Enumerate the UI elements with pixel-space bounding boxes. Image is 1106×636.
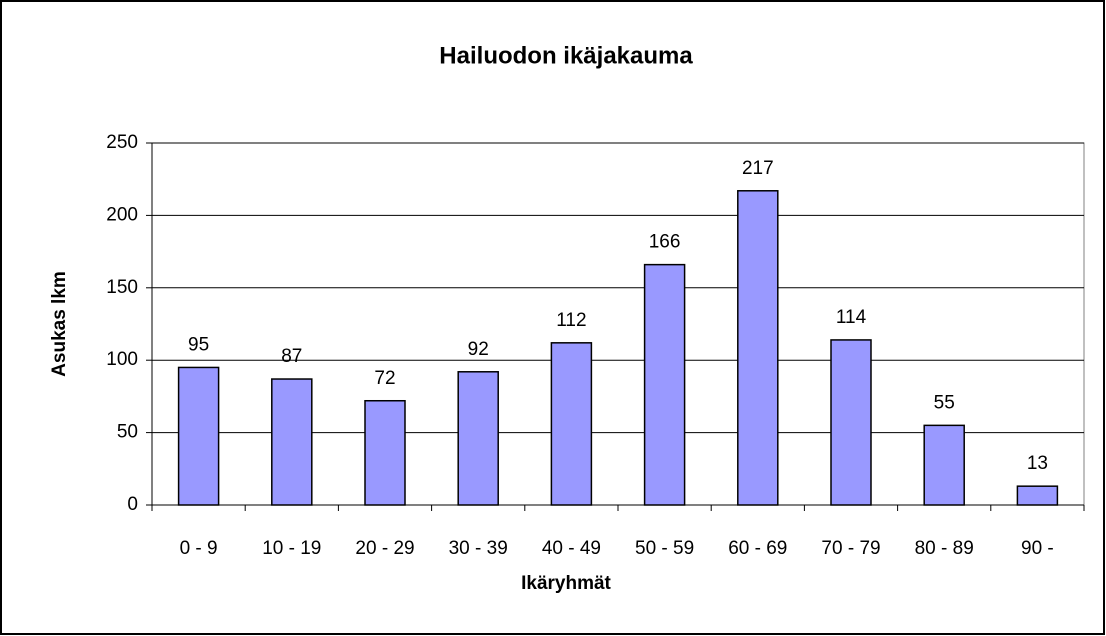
x-tick-label: 10 - 19 <box>262 538 321 559</box>
y-axis-title: Asukas lkm <box>49 271 70 377</box>
y-tick-label: 200 <box>106 204 138 225</box>
data-label: 166 <box>649 232 681 253</box>
data-label: 95 <box>188 334 209 355</box>
bar <box>550 342 593 506</box>
x-tick-label: 90 - <box>1021 538 1054 559</box>
bar <box>271 378 313 506</box>
data-label: 92 <box>468 339 489 360</box>
x-tick-label: 50 - 59 <box>635 538 694 559</box>
data-label: 217 <box>742 158 774 179</box>
bar <box>457 371 499 506</box>
bar <box>177 366 220 506</box>
y-tick-label: 0 <box>127 494 138 515</box>
x-tick-label: 60 - 69 <box>728 538 787 559</box>
data-label: 13 <box>1027 453 1048 474</box>
x-tick-label: 40 - 49 <box>542 538 601 559</box>
data-label: 114 <box>836 307 867 328</box>
chart-title: Hailuodon ikäjakauma <box>439 42 693 69</box>
data-label: 55 <box>934 392 955 413</box>
y-tick-label: 250 <box>106 132 138 153</box>
x-tick-label: 0 - 9 <box>180 538 218 559</box>
data-label: 72 <box>374 368 395 389</box>
x-tick-label: 70 - 79 <box>821 538 880 559</box>
bar <box>364 399 406 506</box>
y-tick-label: 100 <box>106 349 138 370</box>
bar <box>643 263 686 506</box>
x-tick-label: 30 - 39 <box>449 538 508 559</box>
x-tick-label: 20 - 29 <box>355 538 414 559</box>
bar <box>923 424 965 506</box>
y-tick-label: 50 <box>117 422 138 443</box>
y-tick-label: 150 <box>106 277 138 298</box>
bar <box>830 339 872 506</box>
x-tick-label: 80 - 89 <box>915 538 974 559</box>
bar <box>1016 485 1059 506</box>
bar <box>737 190 779 506</box>
data-label: 112 <box>556 310 586 331</box>
x-axis-title: Ikäryhmät <box>521 573 611 594</box>
data-label: 87 <box>281 346 302 367</box>
